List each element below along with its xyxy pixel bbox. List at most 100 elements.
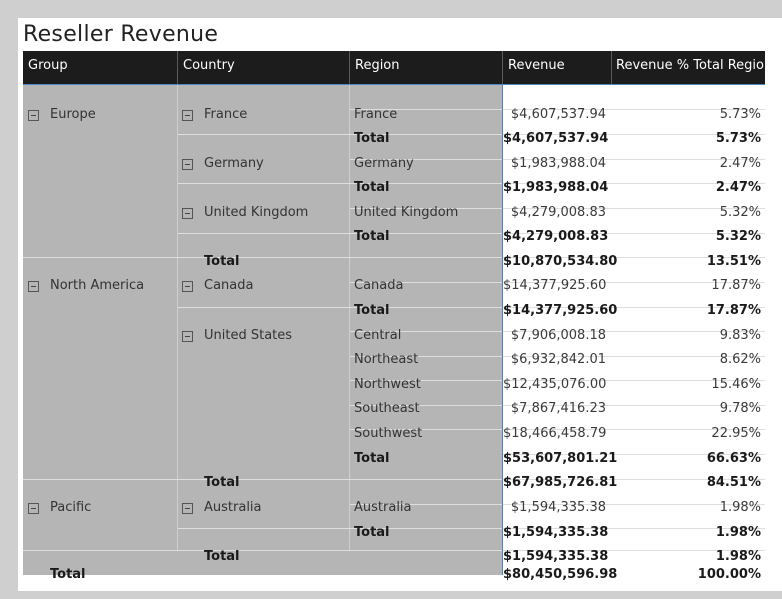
revenue-cell: $1,983,988.04 <box>503 180 609 195</box>
country-label: Germany <box>204 156 264 171</box>
row-separator <box>503 380 765 381</box>
revenue-cell: $1,594,335.38 <box>510 500 606 515</box>
region-label: Central <box>354 328 402 343</box>
row-separator <box>503 134 765 135</box>
country-label: United States <box>204 328 293 343</box>
revenue-cell: $14,377,925.60 <box>503 303 618 318</box>
collapse-icon[interactable] <box>182 331 193 342</box>
row-header-divider <box>502 85 503 575</box>
row-separator <box>503 528 765 529</box>
revenue-pct-cell: 84.51% <box>706 475 761 490</box>
row-header-area <box>23 85 502 575</box>
group-label: Pacific <box>50 500 92 515</box>
row-separator <box>350 159 502 160</box>
column-separator <box>349 85 350 550</box>
revenue-cell: $4,607,537.94 <box>503 131 609 146</box>
country-total-label: Total <box>354 131 390 146</box>
revenue-cell: $12,435,076.00 <box>503 377 607 392</box>
revenue-cell: $6,932,842.01 <box>510 352 606 367</box>
row-separator <box>503 183 765 184</box>
row-separator <box>503 479 765 480</box>
row-separator <box>503 356 765 357</box>
revenue-pct-cell: 5.32% <box>715 229 761 244</box>
row-separator <box>503 405 765 406</box>
collapse-icon[interactable] <box>182 503 193 514</box>
region-label: Germany <box>354 156 414 171</box>
country-total-label: Total <box>354 451 390 466</box>
revenue-pct-cell: 1.98% <box>715 525 761 540</box>
row-separator <box>503 159 765 160</box>
revenue-pct-cell: 15.46% <box>711 377 761 392</box>
row-separator <box>503 109 765 110</box>
revenue-pct-cell: 8.62% <box>719 352 761 367</box>
collapse-icon[interactable] <box>28 503 39 514</box>
country-label: Canada <box>204 278 254 293</box>
revenue-pct-cell: 22.95% <box>711 426 761 441</box>
column-header-country[interactable]: Country <box>177 51 349 84</box>
revenue-pct-cell: 2.47% <box>719 156 761 171</box>
revenue-pct-cell: 17.87% <box>706 303 761 318</box>
group-total-label: Total <box>204 254 240 269</box>
row-separator <box>178 307 502 308</box>
revenue-pct-cell: 9.78% <box>719 401 761 416</box>
collapse-icon[interactable] <box>28 281 39 292</box>
matrix-visual: Reseller Revenue Group Country Region Re… <box>18 18 782 591</box>
collapse-icon[interactable] <box>182 208 193 219</box>
collapse-icon[interactable] <box>182 281 193 292</box>
revenue-cell: $10,870,534.80 <box>503 254 618 269</box>
region-label: Canada <box>354 278 404 293</box>
revenue-pct-cell: 100.00% <box>697 567 761 582</box>
country-total-label: Total <box>354 303 390 318</box>
header-underline <box>23 84 765 85</box>
row-separator <box>350 429 502 430</box>
row-separator <box>23 479 502 480</box>
region-label: Northeast <box>354 352 419 367</box>
revenue-pct-cell: 5.73% <box>715 131 761 146</box>
collapse-icon[interactable] <box>28 110 39 121</box>
row-separator <box>178 134 502 135</box>
region-label: France <box>354 107 398 122</box>
collapse-icon[interactable] <box>182 159 193 170</box>
revenue-pct-cell: 5.32% <box>719 205 761 220</box>
revenue-cell: $7,867,416.23 <box>510 401 606 416</box>
revenue-pct-cell: 1.98% <box>719 500 761 515</box>
revenue-cell: $7,906,008.18 <box>510 328 606 343</box>
revenue-cell: $53,607,801.21 <box>503 451 618 466</box>
region-label: Australia <box>354 500 412 515</box>
row-separator <box>350 208 502 209</box>
revenue-cell: $18,466,458.79 <box>503 426 607 441</box>
column-header-revenue[interactable]: Revenue <box>502 51 611 84</box>
grand-total-label: Total <box>50 567 86 582</box>
group-total-label: Total <box>204 549 240 564</box>
group-total-label: Total <box>204 475 240 490</box>
column-header-group[interactable]: Group <box>23 51 177 84</box>
country-total-label: Total <box>354 180 390 195</box>
row-separator <box>503 504 765 505</box>
row-separator <box>350 380 502 381</box>
row-separator <box>350 109 502 110</box>
column-header-region[interactable]: Region <box>349 51 502 84</box>
revenue-pct-cell: 9.83% <box>719 328 761 343</box>
row-separator <box>503 257 765 258</box>
revenue-pct-cell: 5.73% <box>719 107 761 122</box>
revenue-cell: $80,450,596.98 <box>503 567 618 582</box>
collapse-icon[interactable] <box>182 110 193 121</box>
country-label: United Kingdom <box>204 205 309 220</box>
country-label: Australia <box>204 500 262 515</box>
revenue-cell: $1,594,335.38 <box>503 549 609 564</box>
row-separator <box>350 356 502 357</box>
country-total-label: Total <box>354 525 390 540</box>
column-header-revenue-pct[interactable]: Revenue % Total Region <box>611 51 772 84</box>
group-label: Europe <box>50 107 96 122</box>
row-separator <box>503 307 765 308</box>
revenue-cell: $4,279,008.83 <box>510 205 606 220</box>
revenue-cell: $14,377,925.60 <box>503 278 607 293</box>
revenue-cell: $67,985,726.81 <box>503 475 618 490</box>
row-separator <box>503 233 765 234</box>
visual-title: Reseller Revenue <box>23 22 219 47</box>
revenue-pct-cell: 66.63% <box>706 451 761 466</box>
region-label: Southwest <box>354 426 423 441</box>
region-label: Northwest <box>354 377 421 392</box>
row-separator <box>23 550 502 551</box>
row-separator <box>503 454 765 455</box>
